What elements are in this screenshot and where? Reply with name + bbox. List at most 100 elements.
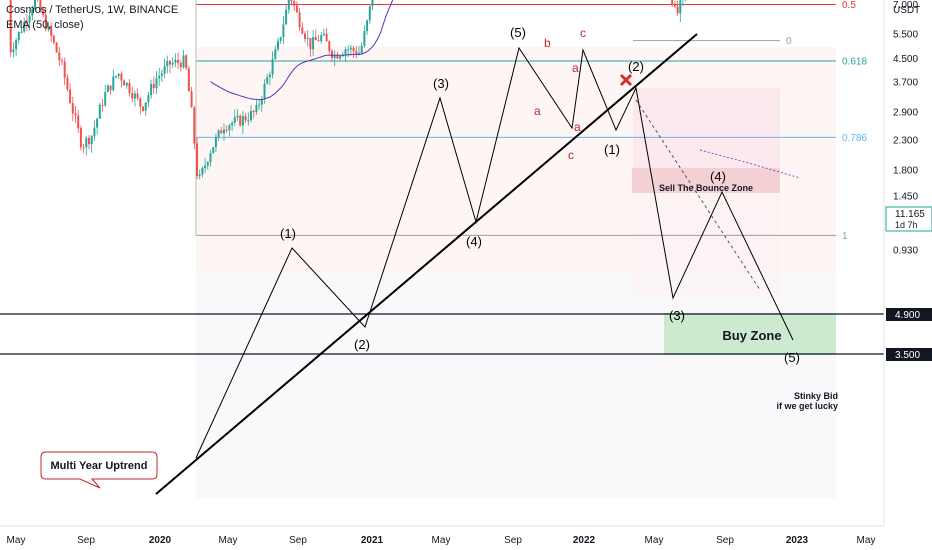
candle-body [306, 37, 309, 39]
candle-body [169, 60, 171, 65]
candle-body [109, 85, 112, 91]
candle-body [163, 66, 166, 74]
red-x-marker-icon [619, 73, 633, 87]
candle-body [74, 113, 77, 116]
candle-body [204, 165, 207, 169]
candle-body [61, 60, 63, 62]
candle-body [90, 135, 93, 145]
wave-label-3-down: (3) [669, 308, 685, 323]
candle-body [317, 40, 320, 42]
candle-body [290, 0, 293, 2]
sub-label-c1: c [568, 148, 574, 162]
candle-body [147, 95, 150, 103]
candle-body [77, 115, 80, 129]
candle-body [160, 73, 163, 76]
candle-body [85, 137, 88, 148]
candle-body [152, 84, 155, 89]
candle-body [355, 51, 358, 55]
price-tick-label: 4.500 [893, 54, 918, 65]
candle-body [15, 40, 18, 50]
wave-label-5: (5) [510, 25, 526, 40]
candle-body [285, 9, 288, 25]
candle-body [209, 153, 212, 163]
ema-50-line [210, 0, 394, 101]
candle-body [309, 37, 312, 50]
candle-body [174, 59, 177, 63]
price-tick-label: 5.500 [893, 29, 918, 40]
candle-body [117, 73, 120, 77]
time-tick-label: 2023 [786, 535, 809, 546]
candle-body [185, 55, 188, 69]
candle-body [333, 54, 336, 58]
candle-body [17, 31, 20, 41]
candle-body [287, 0, 290, 10]
candle-body [34, 0, 36, 10]
candle-body [247, 120, 250, 122]
candle-body [349, 47, 352, 50]
candle-body [131, 93, 134, 99]
time-tick-label: May [857, 535, 876, 546]
fib-lower-label: 0 [786, 36, 792, 47]
price-tick-label: 3.700 [893, 78, 918, 89]
candle-body [31, 9, 34, 16]
candle-body [347, 49, 350, 51]
candle-body [206, 162, 209, 166]
candle-body [50, 25, 53, 36]
svg-text:4.900: 4.900 [895, 310, 920, 321]
candle-body [139, 98, 142, 107]
candle-body [228, 125, 231, 131]
fib-upper-label: 1 [842, 231, 848, 242]
candle-body [88, 137, 90, 145]
wave-label-1-down: (1) [604, 142, 620, 157]
candle-body [25, 21, 28, 23]
wave-zigzag-primary [195, 46, 794, 459]
candle-body [214, 137, 217, 148]
candle-body [328, 41, 331, 52]
candle-body [125, 83, 128, 86]
price-axis-bg [884, 0, 932, 526]
price-tick-label: 0.930 [893, 246, 918, 257]
candle-body [671, 0, 674, 5]
stinky-bid-label: Stinky Bid [794, 391, 838, 401]
candle-body [28, 15, 31, 23]
candle-body [233, 117, 236, 123]
time-tick-label: May [7, 535, 26, 546]
candle-body [106, 85, 109, 93]
candle-body [244, 116, 247, 121]
sub-label-a1: a [534, 104, 541, 118]
candle-body [171, 62, 174, 65]
price-tick-label: 2.300 [893, 136, 918, 147]
time-axis-ticks: May Sep 2020 May Sep 2021 May Sep 2022 May Sep 2023… [7, 535, 876, 546]
candle-body [142, 106, 144, 111]
wave-label-4: (4) [466, 234, 482, 249]
candle-body [155, 78, 158, 89]
candle-body [225, 129, 228, 131]
candle-body [344, 49, 347, 55]
sub-label-b: b [544, 36, 551, 50]
candle-body [82, 147, 85, 149]
candle-body [371, 0, 374, 6]
wave-label-5-down: (5) [784, 350, 800, 365]
candle-body [220, 130, 223, 134]
price-tick-label: 7.000 [893, 0, 918, 11]
candle-body [158, 75, 161, 79]
candle-body [128, 83, 131, 94]
candle-body [201, 168, 204, 175]
candle-body [115, 76, 117, 78]
candle-body [312, 37, 315, 50]
candle-body [277, 40, 279, 50]
candle-body [250, 110, 252, 121]
candle-body [266, 77, 269, 84]
wave-projection-dashed [635, 99, 761, 291]
candle-body [325, 33, 328, 42]
candle-body [79, 128, 82, 148]
candle-body [260, 99, 263, 105]
candle-body [295, 5, 298, 13]
candle-body [255, 105, 258, 112]
candle-body [144, 102, 147, 111]
candle-body [42, 11, 45, 15]
candle-body [120, 73, 123, 81]
sub-label-c2: c [580, 26, 586, 40]
